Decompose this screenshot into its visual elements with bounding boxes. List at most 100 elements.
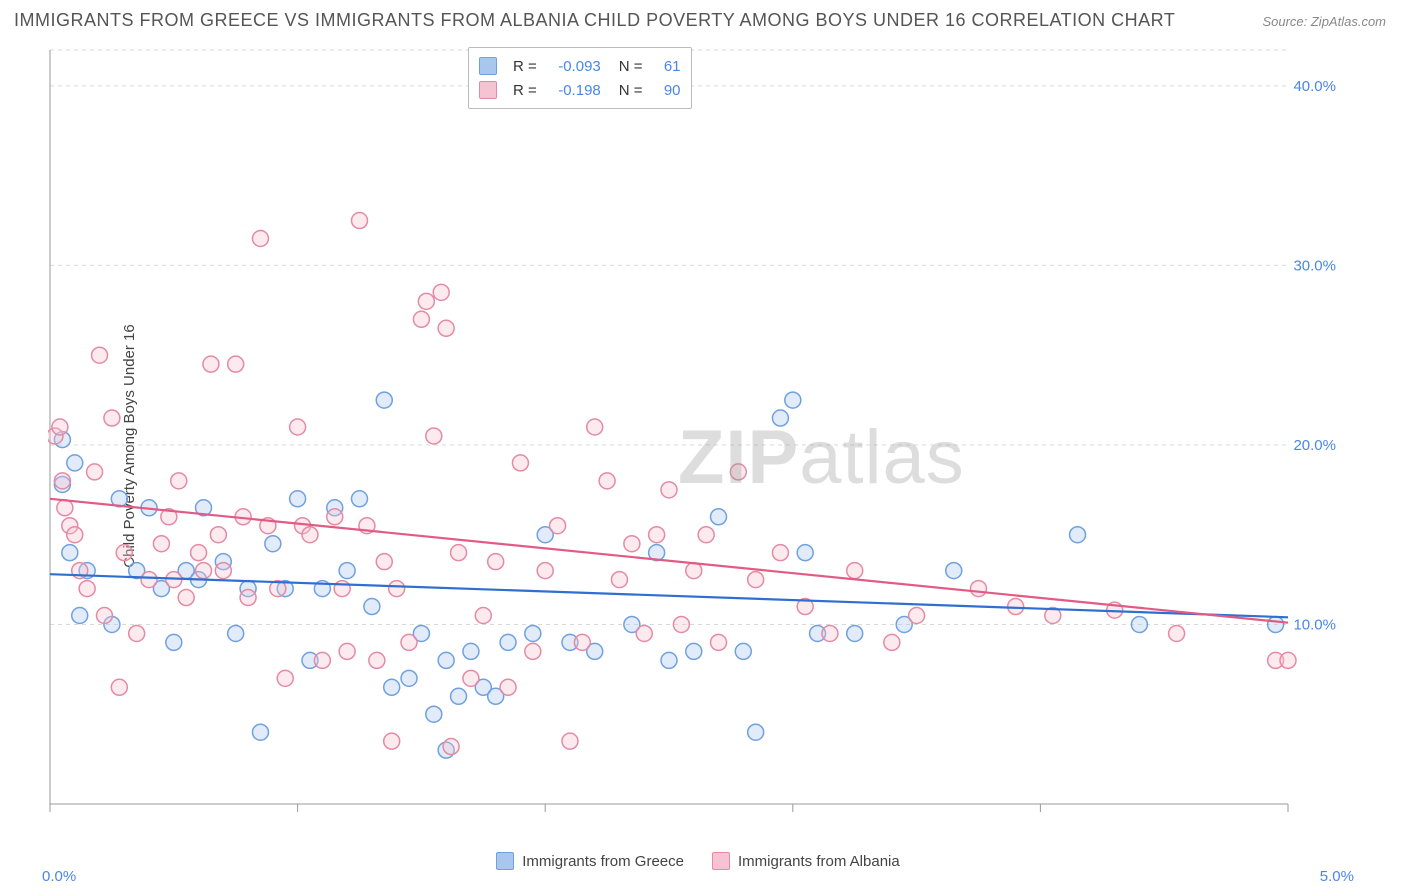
data-point <box>451 688 467 704</box>
data-point <box>166 634 182 650</box>
data-point <box>1131 616 1147 632</box>
data-point <box>748 724 764 740</box>
data-point <box>772 410 788 426</box>
stat-n-value: 90 <box>651 82 681 99</box>
stat-n-label: N = <box>619 82 643 99</box>
data-point <box>72 608 88 624</box>
data-point <box>67 455 83 471</box>
legend-swatch <box>496 852 514 870</box>
data-point <box>210 527 226 543</box>
data-point <box>240 590 256 606</box>
data-point <box>599 473 615 489</box>
data-point <box>661 482 677 498</box>
data-point <box>1268 616 1284 632</box>
data-point <box>550 518 566 534</box>
data-point <box>500 679 516 695</box>
data-point <box>426 706 442 722</box>
y-tick-label: 40.0% <box>1293 78 1336 95</box>
data-point <box>1169 625 1185 641</box>
data-point <box>711 509 727 525</box>
data-point <box>438 320 454 336</box>
series-albania <box>48 213 1296 755</box>
data-point <box>153 536 169 552</box>
y-tick-label: 20.0% <box>1293 437 1336 454</box>
data-point <box>352 213 368 229</box>
data-point <box>141 572 157 588</box>
data-point <box>946 563 962 579</box>
data-point <box>426 428 442 444</box>
data-point <box>909 608 925 624</box>
legend-swatch <box>712 852 730 870</box>
data-point <box>171 473 187 489</box>
data-point <box>772 545 788 561</box>
trend-line-greece <box>50 574 1288 617</box>
data-point <box>191 545 207 561</box>
data-point <box>735 643 751 659</box>
data-point <box>79 581 95 597</box>
data-point <box>228 356 244 372</box>
data-point <box>376 392 392 408</box>
data-point <box>438 652 454 668</box>
data-point <box>290 491 306 507</box>
data-point <box>730 464 746 480</box>
data-point <box>463 643 479 659</box>
plot-area: 10.0%20.0%30.0%40.0% ZIPatlas R = -0.093… <box>48 44 1348 834</box>
data-point <box>62 545 78 561</box>
data-point <box>302 527 318 543</box>
stats-row-albania: R = -0.198 N = 90 <box>479 78 681 102</box>
data-point <box>252 231 268 247</box>
data-point <box>364 599 380 615</box>
correlation-stats-box: R = -0.093N = 61R = -0.198N = 90 <box>468 47 692 109</box>
stat-r-value: -0.198 <box>545 82 601 99</box>
y-tick-label: 10.0% <box>1293 616 1336 633</box>
data-point <box>797 545 813 561</box>
data-point <box>475 608 491 624</box>
data-point <box>334 581 350 597</box>
data-point <box>847 563 863 579</box>
data-point <box>96 608 112 624</box>
data-point <box>711 634 727 650</box>
stat-n-value: 61 <box>651 58 681 75</box>
data-point <box>369 652 385 668</box>
data-point <box>661 652 677 668</box>
data-point <box>104 410 120 426</box>
data-point <box>624 536 640 552</box>
data-point <box>401 670 417 686</box>
data-point <box>215 563 231 579</box>
legend-item-greece: Immigrants from Greece <box>496 852 684 870</box>
data-point <box>686 563 702 579</box>
data-point <box>314 652 330 668</box>
data-point <box>463 670 479 686</box>
stat-n-label: N = <box>619 58 643 75</box>
data-point <box>698 527 714 543</box>
data-point <box>87 464 103 480</box>
data-point <box>92 347 108 363</box>
stat-r-label: R = <box>513 58 537 75</box>
data-point <box>352 491 368 507</box>
data-point <box>57 500 73 516</box>
data-point <box>339 563 355 579</box>
data-point <box>67 527 83 543</box>
legend-label: Immigrants from Albania <box>738 853 900 870</box>
data-point <box>129 625 145 641</box>
stat-r-label: R = <box>513 82 537 99</box>
data-point <box>971 581 987 597</box>
source-attribution: Source: ZipAtlas.com <box>1262 14 1386 29</box>
trend-line-albania <box>50 499 1288 623</box>
legend-label: Immigrants from Greece <box>522 853 684 870</box>
data-point <box>376 554 392 570</box>
data-point <box>111 679 127 695</box>
data-point <box>587 419 603 435</box>
data-point <box>884 634 900 650</box>
data-point <box>433 284 449 300</box>
data-point <box>525 643 541 659</box>
data-point <box>116 545 132 561</box>
data-point <box>327 509 343 525</box>
data-point <box>339 643 355 659</box>
data-point <box>389 581 405 597</box>
data-point <box>178 590 194 606</box>
data-point <box>196 563 212 579</box>
y-tick-label: 30.0% <box>1293 257 1336 274</box>
data-point <box>290 419 306 435</box>
data-point <box>649 527 665 543</box>
